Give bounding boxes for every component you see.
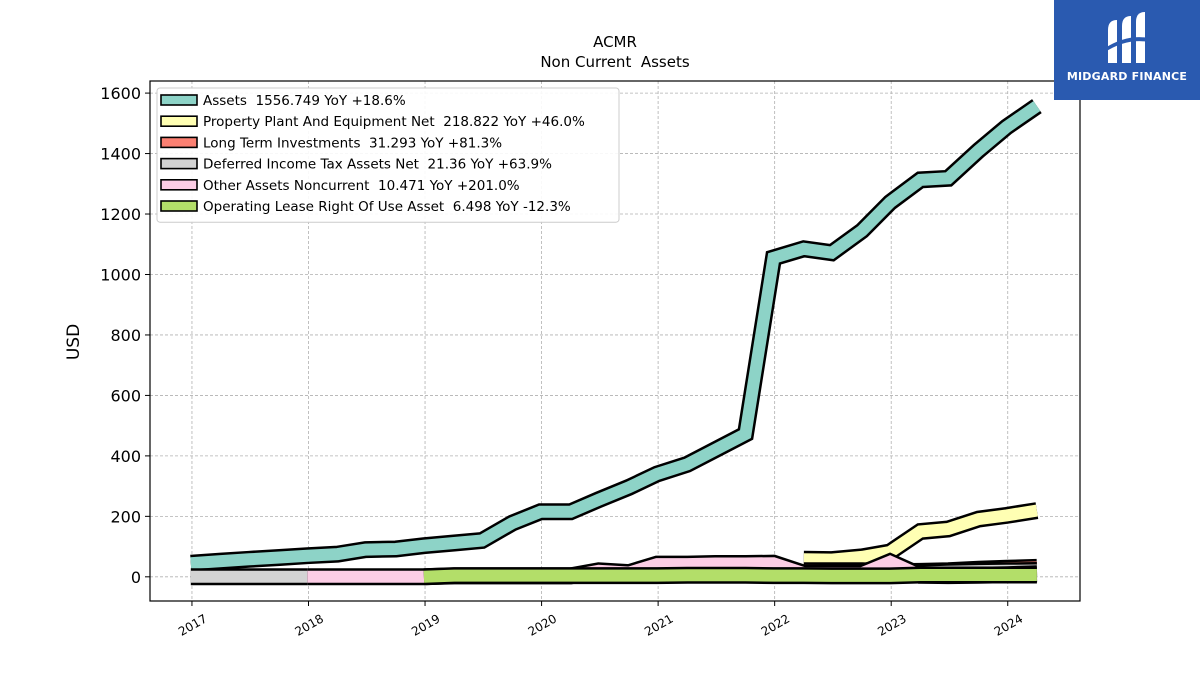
y-tick-label: 400 <box>110 447 141 466</box>
y-tick-label: 1400 <box>100 145 141 164</box>
x-tick-label: 2017 <box>176 611 209 638</box>
x-tick-label: 2020 <box>526 611 559 638</box>
legend-swatch-3 <box>160 157 198 170</box>
y-tick-label: 1600 <box>100 84 141 103</box>
series-line-5 <box>423 569 1037 583</box>
y-tick-label: 600 <box>110 386 141 405</box>
x-tick-label: 2019 <box>409 611 442 638</box>
chart-subtitle: Non Current Assets <box>540 53 690 71</box>
legend-label-2: Long Term Investments 31.293 YoY +81.3% <box>203 135 502 151</box>
y-tick-label: 0 <box>131 568 141 587</box>
legend-swatch-1 <box>160 115 198 127</box>
chart-title: ACMR <box>593 33 637 51</box>
plot-frame <box>149 80 1081 602</box>
legend-label-4: Other Assets Noncurrent 10.471 YoY +201.… <box>203 178 520 194</box>
legend-label-1: Property Plant And Equipment Net 218.822… <box>203 114 585 130</box>
legend-swatch-4 <box>160 179 198 191</box>
legend-label-3: Deferred Income Tax Assets Net 21.36 YoY… <box>203 157 552 173</box>
y-tick-label: 800 <box>110 326 141 345</box>
legend: Assets 1556.749 YoY +18.6% Property Plant… <box>156 87 620 223</box>
x-tick-label: 2024 <box>992 611 1025 638</box>
y-tick-label: 1200 <box>100 205 141 224</box>
brand-logo: MIDGARD FINANCE <box>1054 0 1200 100</box>
x-tick-label: 2023 <box>875 611 908 638</box>
midgard-logo-icon <box>1105 12 1149 63</box>
legend-box <box>156 87 620 223</box>
y-tick-label: 200 <box>110 507 141 526</box>
legend-swatch-2 <box>160 136 198 149</box>
x-tick-label: 2021 <box>642 611 675 638</box>
legend-label-5: Operating Lease Right Of Use Asset 6.498… <box>203 199 571 215</box>
x-tick-label: 2022 <box>759 611 792 638</box>
y-axis-label: USD <box>64 324 84 360</box>
x-tick-label: 2018 <box>293 611 326 638</box>
series-line-0 <box>190 101 1041 570</box>
legend-swatch-5 <box>160 200 198 212</box>
series-layer <box>190 99 1042 586</box>
y-tick-label: 1000 <box>100 265 141 284</box>
brand-name: MIDGARD FINANCE <box>1066 70 1188 83</box>
legend-label-0: Assets 1556.749 YoY +18.6% <box>203 93 406 109</box>
legend-swatch-0 <box>160 94 198 106</box>
series-line-1 <box>803 504 1038 566</box>
